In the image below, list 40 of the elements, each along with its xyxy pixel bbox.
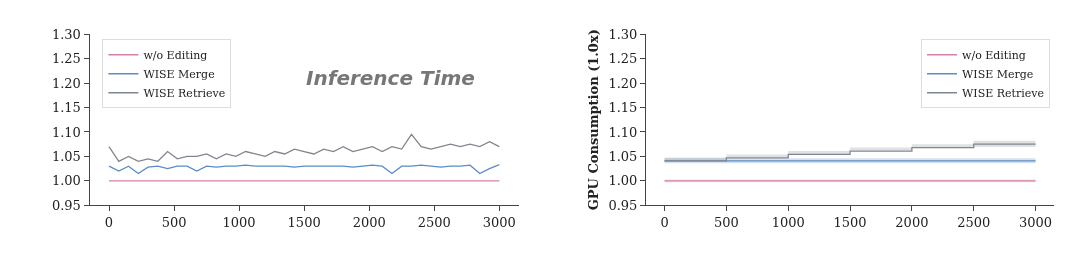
y-tick-label: 1.00 (608, 173, 638, 189)
y-tick-label: 1.20 (51, 75, 81, 91)
legend-label: WISE Merge (962, 68, 1034, 82)
y-tick-label: 1.30 (51, 26, 81, 42)
x-tick-label: 500 (161, 214, 187, 230)
y-tick-label: 1.25 (608, 51, 638, 67)
x-tick-label: 1000 (771, 214, 805, 230)
legend-label: WISE Retrieve (962, 87, 1044, 101)
x-tick-label: 2000 (895, 214, 929, 230)
line-series (108, 133, 500, 162)
x-tick-label: 2000 (352, 214, 386, 230)
x-tick-label: 1500 (833, 214, 867, 230)
legend-label: WISE Retrieve (143, 87, 226, 101)
x-tick-label: 0 (660, 214, 669, 230)
y-tick-label: 1.25 (51, 51, 81, 67)
x-tick-label: 1500 (287, 214, 321, 230)
text: Inference Time (306, 66, 475, 90)
y-tick-label: 1.15 (51, 100, 81, 116)
y-tick-label: 1.10 (51, 124, 81, 140)
legend-label: w/o Editing (962, 49, 1026, 63)
y-tick-label: 0.95 (608, 197, 638, 213)
y-tick-label: 1.10 (608, 124, 638, 140)
y-tick-label: 1.30 (608, 26, 638, 42)
line-series (108, 164, 500, 175)
y-axis-title: GPU Consumption (1.0x) (586, 29, 602, 211)
x-tick-label: 3000 (482, 214, 516, 230)
y-tick-label: 1.00 (51, 173, 81, 189)
x-tick-label: 3000 (1019, 214, 1053, 230)
legend-label: w/o Editing (143, 49, 208, 63)
y-tick-label: 1.05 (51, 148, 81, 164)
y-tick-label: 0.95 (51, 197, 81, 213)
y-tick-label: 1.15 (608, 100, 638, 116)
legend-label: WISE Merge (143, 68, 215, 82)
x-tick-label: 500 (713, 214, 739, 230)
x-tick-label: 1000 (222, 214, 256, 230)
y-tick-label: 1.20 (608, 75, 638, 91)
x-tick-label: 0 (104, 214, 114, 230)
y-tick-label: 1.05 (608, 148, 638, 164)
x-tick-label: 2500 (417, 214, 451, 230)
x-tick-label: 2500 (957, 214, 991, 230)
